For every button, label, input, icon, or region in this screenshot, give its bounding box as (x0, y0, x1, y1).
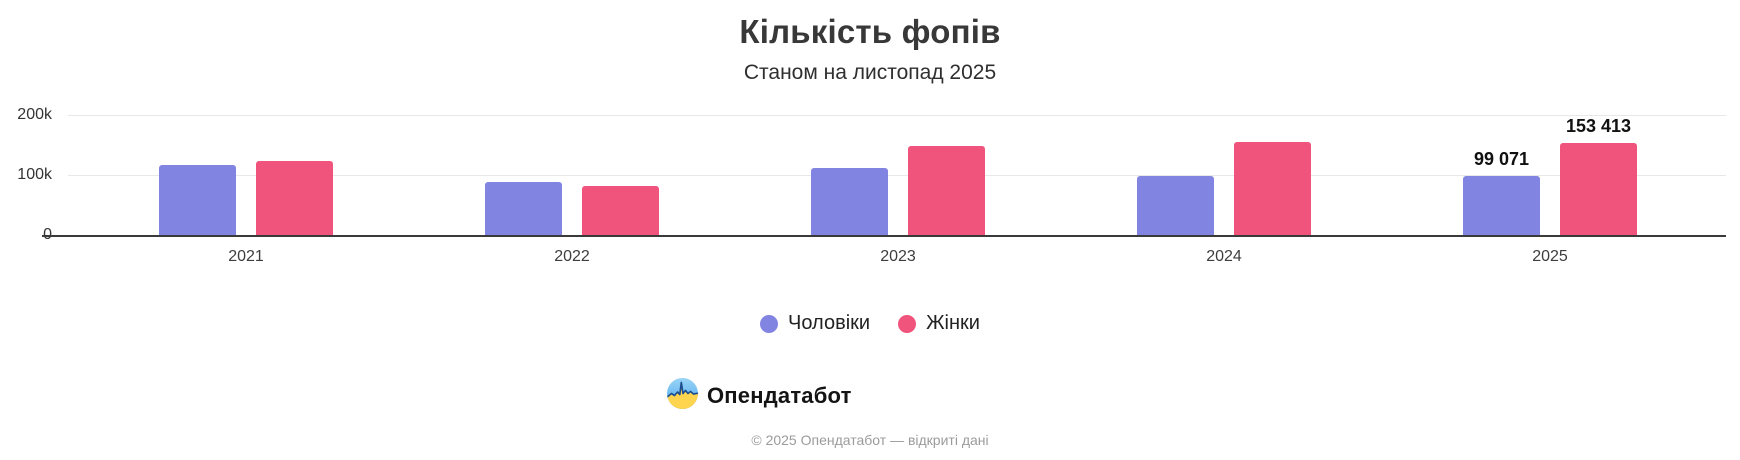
bar-value-label-women-2025: 153 413 (1565, 116, 1632, 136)
bar-women-2023 (908, 146, 985, 235)
brand-name: Опендатабот (707, 383, 852, 408)
x-axis-tick-2022: 2022 (554, 248, 590, 265)
bar-women-2022 (582, 186, 659, 235)
x-axis-tick-2024: 2024 (1206, 248, 1242, 265)
chart-title: Кількість фопів (739, 13, 1001, 50)
bar-men-2024 (1137, 176, 1214, 235)
gridline-100k (68, 175, 1726, 176)
bar-value-label-men-2025: 99 071 (1473, 149, 1530, 169)
x-axis-tick-2021: 2021 (228, 248, 264, 265)
brand-logo: Опендатабот (667, 378, 852, 414)
legend-item-women[interactable]: Жінки (898, 312, 980, 335)
legend-label-men: Чоловіки (788, 312, 871, 334)
x-axis-tick-2025: 2025 (1532, 248, 1568, 265)
legend-swatch-men (760, 314, 779, 333)
y-axis-tick-100k: 100k (17, 166, 52, 183)
bar-men-2025 (1463, 176, 1540, 235)
chart-subtitle: Станом на листопад 2025 (743, 61, 997, 84)
chart-legend: Чоловіки Жінки (0, 312, 1740, 335)
legend-label-women: Жінки (926, 312, 980, 334)
legend-item-men[interactable]: Чоловіки (760, 312, 870, 335)
gridline-200k (68, 115, 1726, 116)
bar-women-2021 (256, 161, 333, 235)
bar-chart-plot-area: 0 100k 200k 2021 2022 2023 2024 99 071 153 413 20… (0, 106, 1726, 265)
opendatabot-logo-icon (667, 378, 698, 414)
bar-men-2023 (811, 168, 888, 235)
copyright-text: © 2025 Опендатабот — відкриті дані (751, 432, 989, 448)
y-axis-tick-200k: 200k (17, 106, 52, 123)
y-axis-tick-0: 0 (0, 226, 52, 244)
x-axis-line (42, 235, 1726, 237)
bar-women-2024 (1234, 142, 1311, 235)
x-axis-tick-2023: 2023 (880, 248, 916, 265)
bar-men-2021 (159, 165, 236, 235)
bar-men-2022 (485, 182, 562, 235)
legend-swatch-women (898, 314, 917, 333)
bar-women-2025 (1560, 143, 1637, 235)
